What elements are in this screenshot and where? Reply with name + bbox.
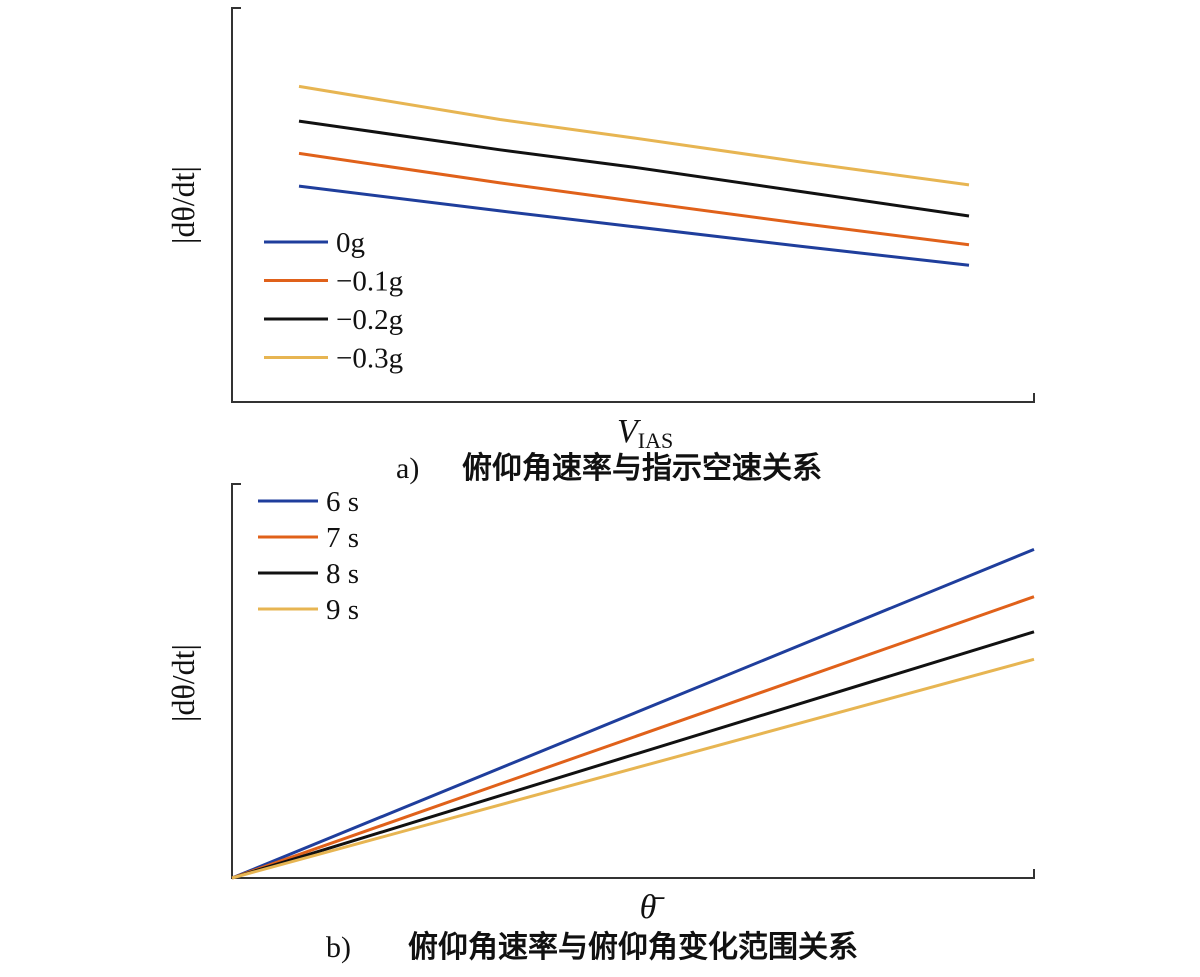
chart-b-series-line-2	[231, 595, 1035, 880]
chart-b-y-axis-label: |dθ/dt|	[165, 644, 201, 722]
chart-a-x-axis-label: VIAS	[617, 413, 673, 453]
chart-a-series-line-4	[298, 84, 970, 187]
chart-b-caption-letter: b)	[326, 931, 351, 964]
chart-b-legend-label-3: 8 s	[326, 558, 359, 590]
chart-b-x-axis-label: θ̄	[640, 889, 666, 926]
chart-a: |dθ/dt| VIAS 0g −0.1g −0.2g −0.3g a) 俯仰角速率与…	[165, 7, 1035, 486]
chart-a-caption-letter: a)	[396, 452, 419, 485]
chart-a-legend-label-1: 0g	[336, 227, 365, 259]
chart-b-legend-label-1: 6 s	[326, 486, 359, 518]
chart-b-legend-label-4: 9 s	[326, 594, 359, 626]
chart-b-series-line-3	[231, 630, 1035, 880]
chart-b-legend: 6 s 7 s 8 s 9 s	[258, 486, 359, 626]
chart-a-series-line-2	[298, 151, 970, 247]
chart-b-series-line-1	[231, 548, 1035, 880]
chart-b: |dθ/dt| θ̄ 6 s 7 s 8 s 9 s b) 俯仰角速率与俯仰角变化范围…	[165, 483, 1035, 965]
chart-a-caption: 俯仰角速率与指示空速关系	[462, 451, 822, 486]
chart-a-series-line-1	[298, 184, 970, 267]
chart-a-legend-label-4: −0.3g	[336, 343, 403, 375]
chart-a-series-line-3	[298, 119, 970, 218]
chart-b-series-line-4	[231, 657, 1035, 880]
chart-a-x-axis-label-sub: IAS	[638, 428, 673, 453]
chart-a-legend-label-2: −0.1g	[336, 266, 403, 298]
chart-a-series-group	[298, 84, 970, 267]
chart-a-legend-label-3: −0.2g	[336, 304, 403, 336]
chart-b-series-group	[231, 548, 1035, 880]
chart-a-y-axis-label: |dθ/dt|	[165, 166, 201, 244]
chart-b-legend-label-2: 7 s	[326, 522, 359, 554]
chart-b-caption: 俯仰角速率与俯仰角变化范围关系	[408, 930, 858, 965]
chart-a-legend: 0g −0.1g −0.2g −0.3g	[264, 227, 403, 375]
chart-a-axes	[231, 7, 1035, 403]
